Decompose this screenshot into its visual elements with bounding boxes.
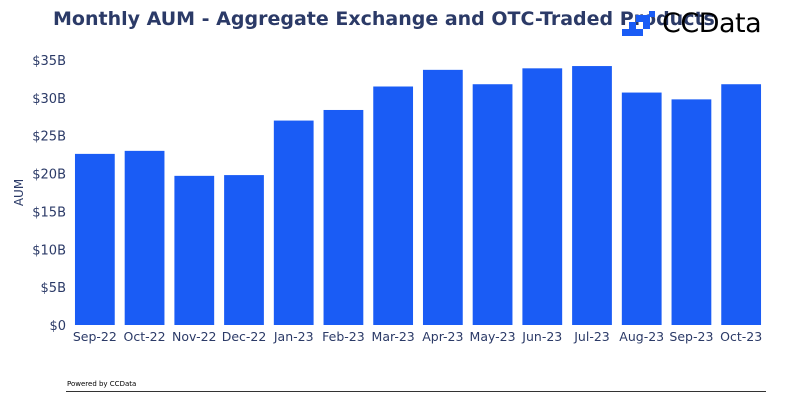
y-tick-label: $35B bbox=[32, 54, 66, 69]
ccdata-logo: CCData bbox=[622, 8, 762, 39]
y-tick-label: $30B bbox=[32, 92, 66, 107]
bar-sep-22 bbox=[74, 153, 115, 325]
bar-jan-23 bbox=[273, 120, 314, 325]
x-tick-label: Oct-23 bbox=[720, 329, 762, 344]
x-tick-label: Sep-22 bbox=[73, 329, 117, 344]
x-tick-label: May-23 bbox=[470, 329, 516, 344]
footer-divider bbox=[66, 391, 766, 392]
chart-title: Monthly AUM - Aggregate Exchange and OTC… bbox=[53, 8, 715, 30]
bar-oct-22 bbox=[124, 150, 165, 325]
logo-text: CCData bbox=[662, 8, 762, 39]
bar-apr-23 bbox=[422, 69, 463, 325]
x-tick-label: Feb-23 bbox=[322, 329, 365, 344]
y-tick-label: $5B bbox=[41, 281, 66, 296]
bar-dec-22 bbox=[224, 175, 264, 325]
y-axis-label: AUM bbox=[12, 179, 26, 206]
x-tick-label: Jun-23 bbox=[521, 329, 562, 344]
bar-nov-22 bbox=[174, 175, 215, 325]
x-tick-label: Sep-23 bbox=[669, 329, 713, 344]
ccdata-logo-icon bbox=[622, 10, 655, 36]
y-tick-label: $10B bbox=[32, 243, 66, 258]
x-tick-label: Apr-23 bbox=[422, 329, 463, 344]
powered-by-text: Powered by CCData bbox=[67, 380, 137, 388]
x-tick-label: Mar-23 bbox=[372, 329, 415, 344]
bar-jul-23 bbox=[572, 66, 612, 326]
bar-mar-23 bbox=[373, 86, 414, 325]
bar-chart: $0 $5B $10B $15B $20B $25B $30B $35B AUM Sep-22 Oc… bbox=[12, 54, 762, 344]
bar-aug-23 bbox=[621, 92, 662, 325]
y-tick-label: $20B bbox=[32, 168, 66, 183]
x-tick-label: Oct-22 bbox=[124, 329, 166, 344]
y-tick-label: $25B bbox=[32, 130, 66, 145]
x-tick-label: Jul-23 bbox=[573, 329, 610, 344]
bar-feb-23 bbox=[323, 109, 364, 325]
bar-oct-23 bbox=[721, 84, 762, 325]
x-tick-label: Dec-22 bbox=[222, 329, 267, 344]
bar-sep-23 bbox=[671, 99, 712, 325]
y-tick-label: $0 bbox=[49, 319, 66, 334]
x-tick-label: Nov-22 bbox=[172, 329, 216, 344]
bar-jun-23 bbox=[522, 68, 563, 325]
x-tick-label: Aug-23 bbox=[619, 329, 664, 344]
y-tick-label: $15B bbox=[32, 205, 66, 220]
x-tick-label: Jan-23 bbox=[273, 329, 314, 344]
bar-may-23 bbox=[472, 84, 513, 325]
